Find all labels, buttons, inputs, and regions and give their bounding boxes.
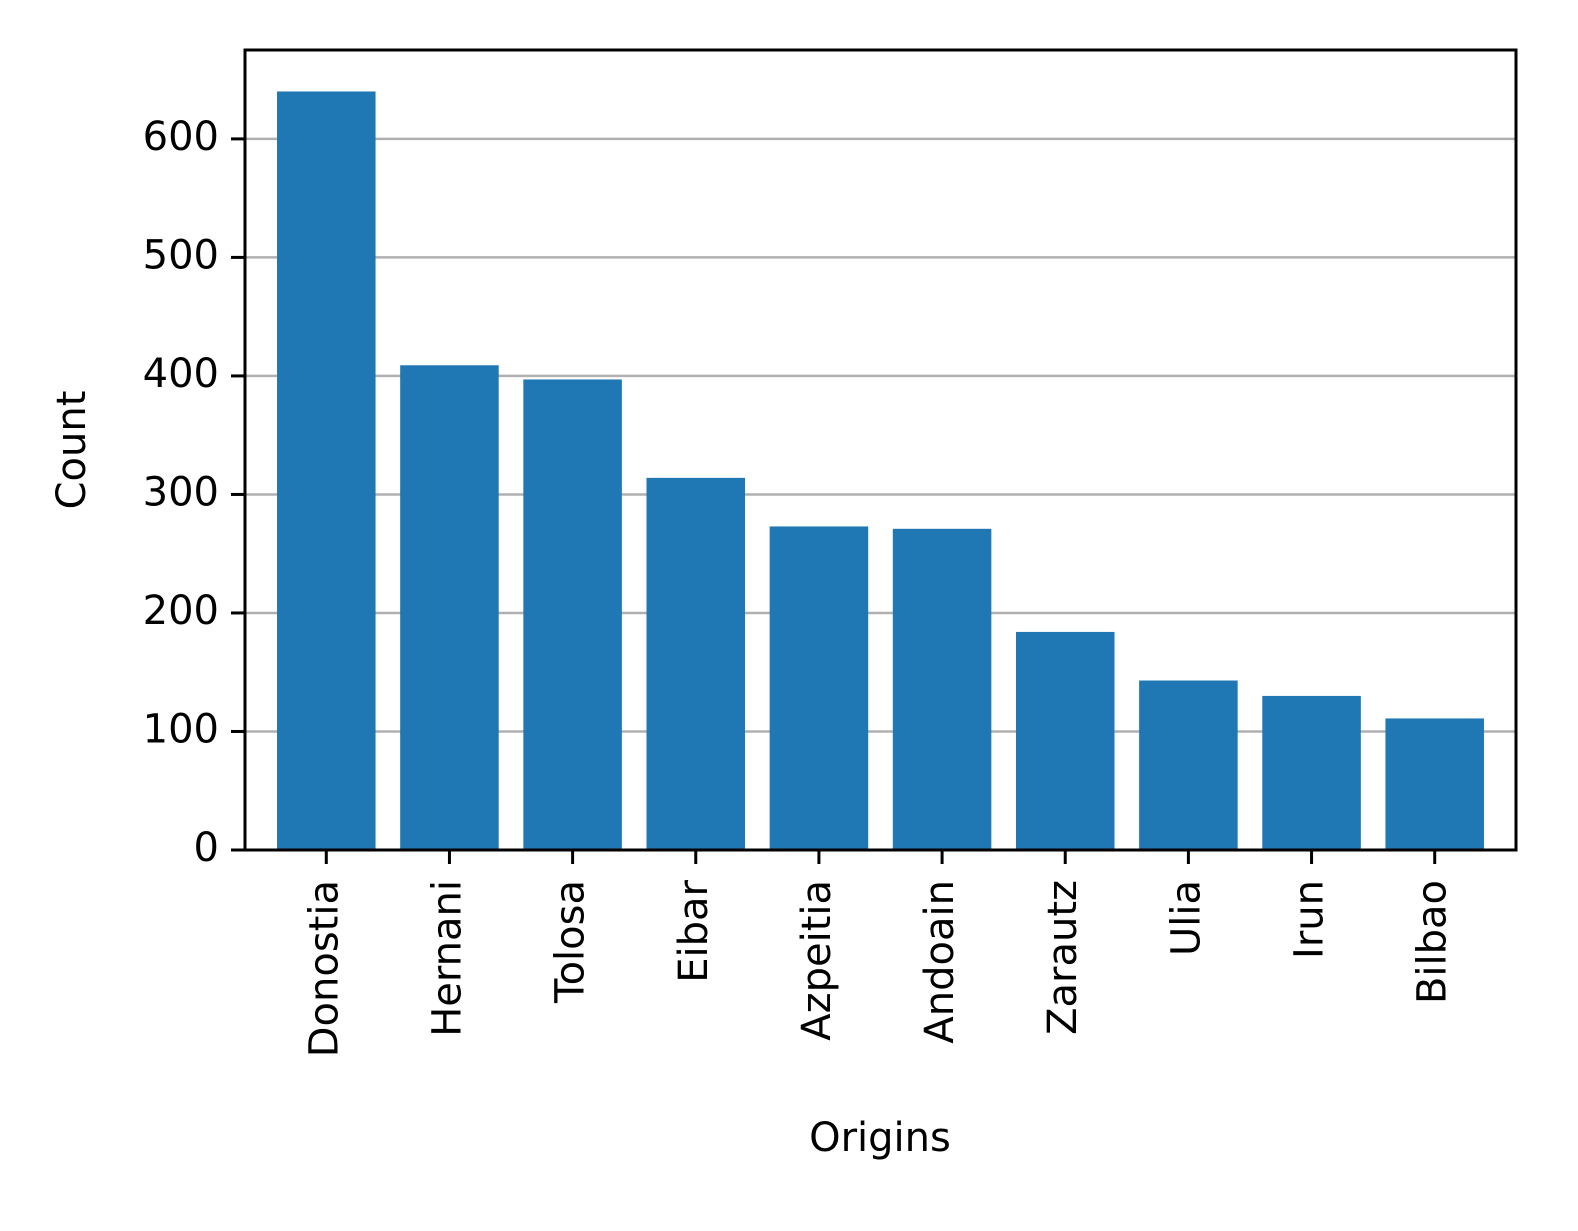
plot-frame (243, 48, 1518, 852)
bar (1015, 631, 1115, 850)
bar (769, 526, 869, 850)
y-axis-label: Count (49, 391, 95, 510)
x-tick-label: Bilbao (1410, 880, 1456, 1004)
x-tick-label: Irun (1287, 880, 1333, 959)
x-tick-label: Azpeitia (794, 880, 840, 1041)
y-tick-label: 100 (143, 706, 219, 752)
bar (892, 528, 992, 850)
y-tick-label: 400 (143, 351, 219, 397)
bar (1385, 718, 1484, 850)
bar (646, 477, 746, 850)
y-tick-label: 600 (143, 114, 219, 160)
x-tick-label: Hernani (424, 880, 470, 1037)
x-tick-label: Andoain (917, 880, 963, 1044)
x-tick-label: Eibar (671, 879, 717, 982)
y-tick-label: 300 (143, 469, 219, 515)
bar (1139, 680, 1238, 850)
bar (277, 91, 376, 850)
x-tick-label: Ulia (1163, 880, 1209, 956)
bar (1262, 695, 1361, 850)
x-tick-label: Tolosa (548, 880, 594, 1004)
x-axis-label: Origins (809, 1115, 951, 1161)
y-tick-label: 200 (143, 588, 219, 634)
bar (523, 379, 622, 850)
y-tick-label: 500 (143, 232, 219, 278)
x-tick-label: Donostia (301, 880, 347, 1057)
x-tick-label: Zarautz (1040, 880, 1086, 1035)
bar (400, 365, 499, 850)
y-tick-label: 0 (194, 825, 219, 871)
